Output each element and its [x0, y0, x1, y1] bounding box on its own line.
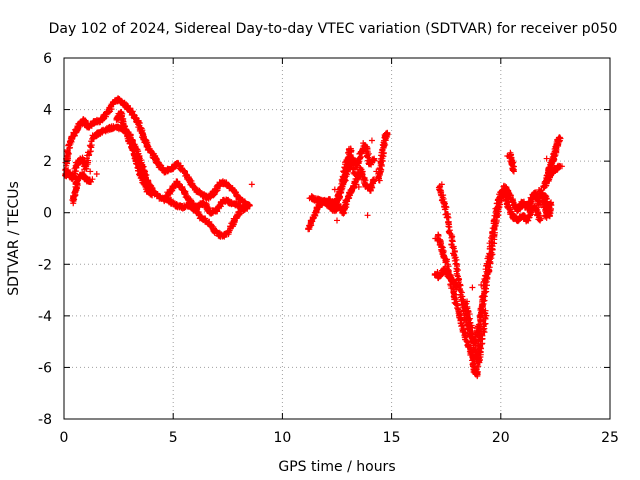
- y-axis-label: SDTVAR / TECUs: [6, 181, 22, 296]
- x-axis-label: GPS time / hours: [278, 459, 395, 475]
- x-tick-label: 10: [273, 430, 291, 446]
- y-tick-label: -8: [38, 412, 52, 428]
- x-tick-label: 5: [169, 430, 178, 446]
- y-tick-label: -4: [38, 309, 52, 325]
- data-point: [71, 168, 78, 175]
- data-point: [183, 171, 190, 178]
- y-tick-label: 2: [43, 154, 52, 170]
- chart-title: Day 102 of 2024, Sidereal Day-to-day VTE…: [49, 21, 618, 37]
- x-tick-label: 25: [601, 430, 619, 446]
- x-tick-label: 0: [60, 430, 69, 446]
- y-tick-label: 0: [43, 206, 52, 222]
- data-points: [62, 95, 565, 380]
- data-point: [85, 157, 92, 164]
- y-tick-label: -6: [38, 360, 52, 376]
- y-tick-label: 4: [43, 103, 52, 119]
- x-tick-label: 15: [383, 430, 401, 446]
- x-tick-label: 20: [492, 430, 510, 446]
- y-tick-label: -2: [38, 257, 52, 273]
- y-tick-label: 6: [43, 51, 52, 67]
